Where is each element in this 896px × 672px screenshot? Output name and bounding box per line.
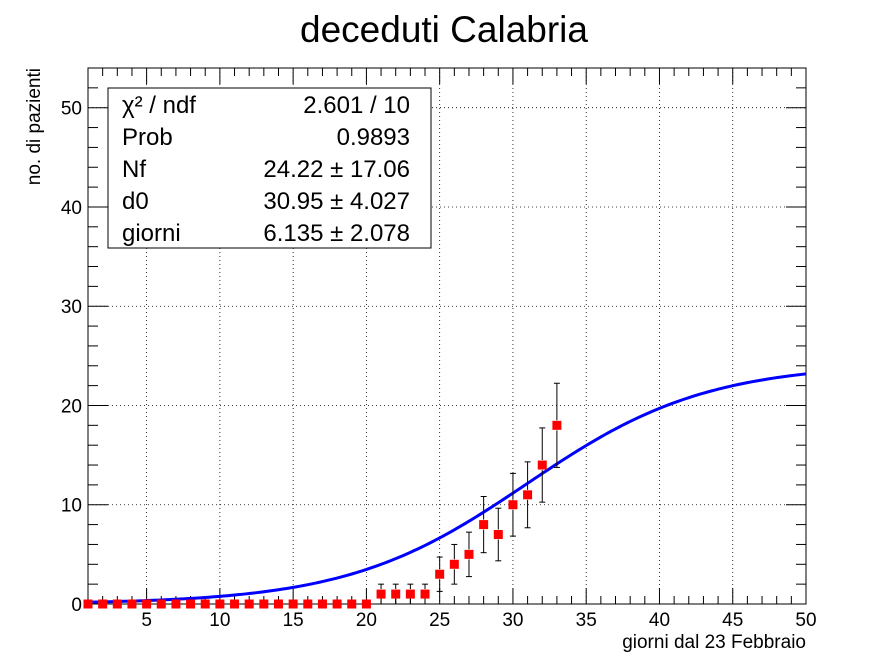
data-point xyxy=(405,589,415,599)
data-point xyxy=(537,460,547,470)
y-tick-label: 50 xyxy=(61,99,82,120)
stats-value: 30.95 ± 4.027 xyxy=(263,188,410,215)
chart-title: deceduti Calabria xyxy=(300,9,588,50)
fit-curve-group xyxy=(87,372,807,604)
data-point xyxy=(273,599,283,609)
x-axis-label: giorni dal 23 Febbraio xyxy=(622,632,806,653)
tick-labels: 5 10 15 20 25 30 35 40 45 50 0 10 20 30 40 50 xyxy=(61,99,817,631)
data-point xyxy=(83,599,93,609)
data-point xyxy=(230,599,240,609)
data-point xyxy=(288,599,298,609)
stats-label: d0 xyxy=(122,188,149,215)
x-tick-label: 20 xyxy=(356,610,377,631)
data-point xyxy=(449,559,459,569)
data-point xyxy=(171,599,181,609)
x-tick-label: 40 xyxy=(649,610,670,631)
stats-value: 6.135 ± 2.078 xyxy=(263,220,410,247)
x-tick-label: 25 xyxy=(429,610,450,631)
data-point xyxy=(303,599,313,609)
stats-box: χ² / ndf 2.601 / 10 Prob 0.9893 Nf 24.22 ± 17… xyxy=(107,87,432,249)
stats-box-frame xyxy=(107,87,432,249)
fit-curve xyxy=(87,372,807,604)
y-tick-label: 0 xyxy=(71,595,82,616)
data-point xyxy=(127,599,137,609)
data-point xyxy=(317,599,327,609)
x-tick-label: 15 xyxy=(283,610,304,631)
data-point xyxy=(508,500,518,510)
data-point xyxy=(244,599,254,609)
data-point xyxy=(552,420,562,430)
stats-label: χ² / ndf xyxy=(122,92,196,119)
data-point xyxy=(347,599,357,609)
data-point xyxy=(420,589,430,599)
data-point xyxy=(391,589,401,599)
data-point xyxy=(98,599,108,609)
data-point xyxy=(464,549,474,559)
data-point xyxy=(479,520,489,530)
stats-label: Nf xyxy=(122,156,146,183)
stats-value: 2.601 / 10 xyxy=(303,92,410,119)
y-tick-label: 20 xyxy=(61,396,82,417)
y-tick-label: 30 xyxy=(61,297,82,318)
x-tick-label: 35 xyxy=(576,610,597,631)
stats-label: Prob xyxy=(122,124,173,151)
data-point xyxy=(361,599,371,609)
y-tick-label: 10 xyxy=(61,496,82,517)
data-point xyxy=(142,599,152,609)
stats-value: 24.22 ± 17.06 xyxy=(263,156,410,183)
data-point xyxy=(435,569,445,579)
data-point xyxy=(200,599,210,609)
data-point xyxy=(376,589,386,599)
data-points-group xyxy=(83,382,562,609)
data-point xyxy=(215,599,225,609)
x-tick-label: 50 xyxy=(795,610,816,631)
stats-value: 0.9893 xyxy=(337,124,410,151)
stats-label: giorni xyxy=(122,220,181,247)
y-tick-label: 40 xyxy=(61,198,82,219)
x-tick-label: 30 xyxy=(502,610,523,631)
plot-frame xyxy=(87,67,807,605)
data-point xyxy=(493,530,503,540)
data-point xyxy=(112,599,122,609)
x-tick-label: 45 xyxy=(722,610,743,631)
data-point xyxy=(259,599,269,609)
data-point xyxy=(156,599,166,609)
grid xyxy=(88,68,806,604)
data-point xyxy=(186,599,196,609)
x-tick-label: 5 xyxy=(141,610,152,631)
y-axis-label: no. di pazienti xyxy=(24,68,45,185)
data-point xyxy=(523,490,533,500)
data-point xyxy=(332,599,342,609)
x-tick-label: 10 xyxy=(209,610,230,631)
